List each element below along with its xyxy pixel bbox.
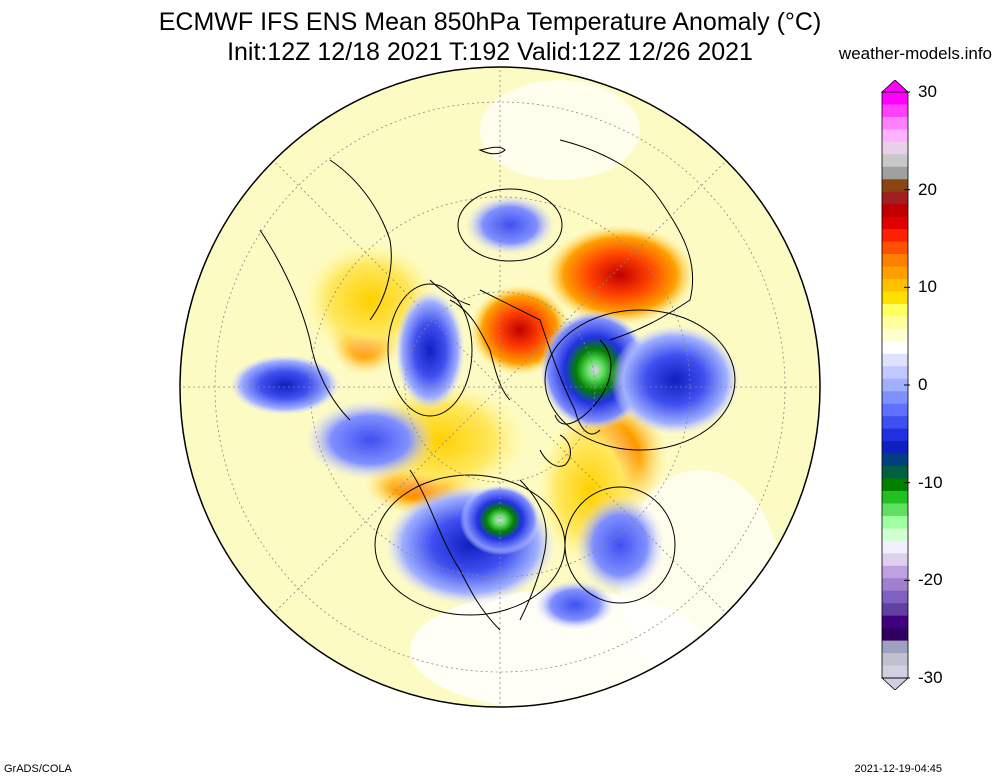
colorbar-band <box>882 416 908 430</box>
colorbar-band <box>882 266 908 280</box>
contour-line <box>564 486 676 604</box>
colorbar-band <box>882 466 908 480</box>
cold-anomaly-north-africa <box>465 195 555 255</box>
colorbar-tick-label: -20 <box>918 570 943 590</box>
colorbar-band <box>882 179 908 193</box>
colorbar-band <box>882 116 908 130</box>
colorbar-band <box>882 279 908 292</box>
colorbar-band <box>882 441 908 455</box>
colorbar-band <box>882 628 908 642</box>
globe-border <box>179 66 821 708</box>
colorbar-tick-label: 20 <box>918 179 937 199</box>
colorbar-band <box>882 403 908 417</box>
coastline-svalbard <box>429 279 471 306</box>
colorbar-band <box>882 191 908 205</box>
colorbar-band <box>882 540 908 554</box>
meridian-line <box>273 386 501 614</box>
colorbar-band <box>882 565 908 579</box>
colorbar-band <box>882 378 908 392</box>
cold-anomaly-labrador <box>575 495 665 595</box>
colorbar-band <box>882 478 908 492</box>
coastline-scandinavia <box>479 289 601 435</box>
colorbar-band <box>882 590 908 604</box>
colorbar-band <box>882 341 908 355</box>
colorbar-band <box>882 216 908 230</box>
colorbar-band <box>882 316 908 330</box>
meridian-line <box>499 160 727 388</box>
colorbar-band <box>882 166 908 180</box>
title-line-1: ECMWF IFS ENS Mean 850hPa Temperature An… <box>158 8 822 36</box>
colorbar-band <box>882 241 908 255</box>
cold-anomaly-gulf <box>535 580 615 630</box>
colorbar <box>880 80 910 690</box>
colorbar-band <box>882 640 908 654</box>
colorbar-tick-label: -30 <box>918 668 943 687</box>
contour-line <box>457 188 563 262</box>
colorbar-band <box>882 141 908 155</box>
neutral-patch <box>480 80 640 180</box>
cold-anomaly-east-siberia <box>395 290 465 410</box>
credit-text: weather-models.info <box>838 44 992 63</box>
colorbar-band <box>882 254 908 268</box>
coastline-north-america-west <box>409 469 501 631</box>
colorbar-band <box>882 353 908 367</box>
colorbar-band <box>882 490 908 504</box>
cold-anomaly-central-asia <box>230 355 340 415</box>
colorbar-bottom-arrow <box>880 677 910 690</box>
graticule <box>180 67 820 707</box>
colorbar-band <box>882 503 908 517</box>
colorbar-band <box>882 303 908 317</box>
colorbar-band <box>882 553 908 567</box>
colorbar-tick-label: 30 <box>918 82 937 101</box>
coastline-island <box>478 146 506 155</box>
cold-anomaly-north-atlantic <box>610 325 740 435</box>
coastline-greenland <box>539 434 571 467</box>
coastline-arctic <box>449 299 511 401</box>
colorbar-band <box>882 328 908 342</box>
contour-line <box>387 283 473 417</box>
colorbar-band <box>882 515 908 529</box>
title-line-2: Init:12Z 12/18 2021 T:192 Valid:12Z 12/2… <box>227 38 753 66</box>
colorbar-tick-label: 0 <box>918 375 928 394</box>
colorbar-band <box>882 391 908 405</box>
colorbar-band <box>882 229 908 243</box>
coastline-europe <box>559 139 694 341</box>
software-credit: GrADS/COLA <box>4 763 72 775</box>
colorbar-band <box>882 92 908 105</box>
colorbar-tick-label: -10 <box>918 472 943 492</box>
colorbar-band <box>882 154 908 168</box>
colorbar-band <box>882 104 908 118</box>
contour-line <box>544 309 736 451</box>
colorbar-band <box>882 453 908 467</box>
coastline-central-asia <box>259 229 351 421</box>
colorbar-band <box>882 129 908 143</box>
colorbar-band <box>882 366 908 380</box>
colorbar-band <box>882 578 908 592</box>
colorbar-band <box>882 204 908 218</box>
colorbar-band <box>882 665 908 679</box>
colorbar-band <box>882 291 908 305</box>
colorbar-top-arrow <box>880 80 910 93</box>
colorbar-band <box>882 528 908 542</box>
colorbar-band <box>882 615 908 629</box>
coastline-norway <box>554 339 612 425</box>
colorbar-band <box>882 603 908 617</box>
timestamp: 2021-12-19-04:45 <box>854 763 942 775</box>
colorbar-band <box>882 653 908 667</box>
coastline-asia <box>329 159 392 321</box>
anomaly-field <box>180 67 820 707</box>
meridian-line <box>499 386 727 614</box>
cold-anomaly-alaska <box>460 485 540 555</box>
zero-contours <box>374 188 736 616</box>
colorbar-band <box>882 428 908 442</box>
colorbar-tick-label: 10 <box>918 277 937 297</box>
cold-anomaly-east-asia <box>305 400 435 480</box>
warm-anomaly-europe <box>545 225 695 325</box>
colorbar-bands <box>882 92 908 679</box>
meridian-line <box>273 160 501 388</box>
